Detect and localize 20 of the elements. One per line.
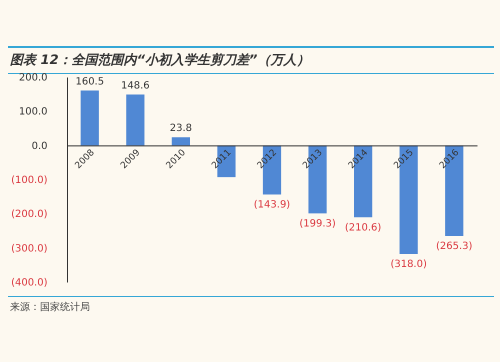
y-tick-label: 200.0 bbox=[18, 72, 48, 84]
y-tick-label: 100.0 bbox=[18, 106, 48, 118]
bar bbox=[172, 137, 190, 146]
bar bbox=[126, 94, 144, 146]
data-label: 160.5 bbox=[75, 76, 104, 88]
data-label: 23.8 bbox=[170, 123, 192, 134]
chart-title: 图表 12：全国范围内“小初入学生剪刀差”（万人） bbox=[8, 46, 494, 74]
data-label: (199.3) bbox=[299, 218, 336, 230]
data-label: (210.6) bbox=[344, 222, 382, 234]
y-tick-label: (300.0) bbox=[11, 243, 48, 254]
y-tick-label: (100.0) bbox=[11, 175, 48, 186]
y-tick-label: (400.0) bbox=[11, 278, 48, 288]
data-label: (265.3) bbox=[436, 240, 473, 252]
data-label: 148.6 bbox=[121, 80, 150, 92]
y-tick-label: 0.0 bbox=[32, 140, 48, 152]
source-note: 来源：国家统计局 bbox=[8, 296, 494, 314]
y-tick-label: (200.0) bbox=[11, 209, 48, 220]
bar bbox=[80, 90, 99, 146]
data-label: (318.0) bbox=[390, 258, 427, 270]
data-label: (143.9) bbox=[254, 200, 290, 210]
